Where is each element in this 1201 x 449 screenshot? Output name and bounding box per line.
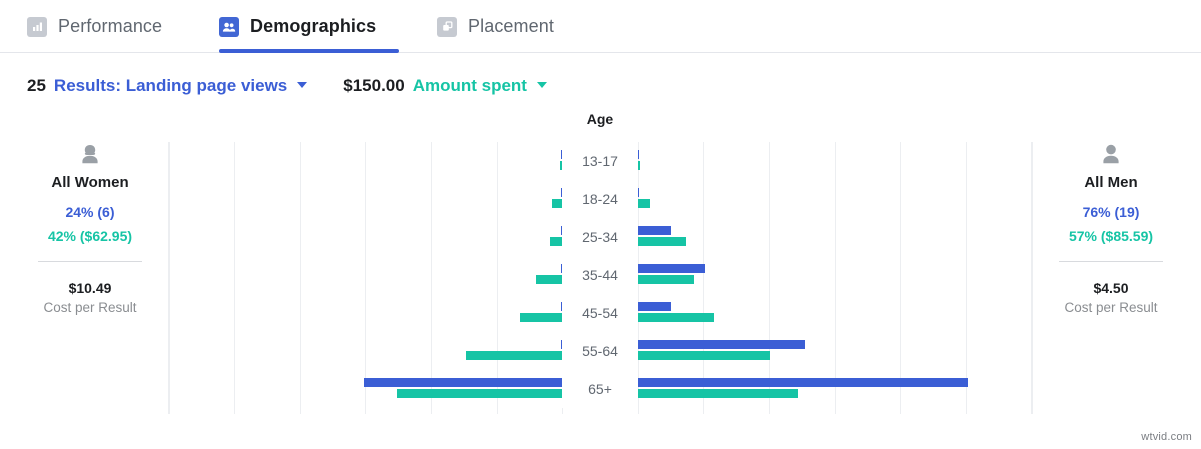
age-group-label: 18-24: [562, 180, 638, 218]
gridline: [234, 142, 235, 414]
summary-panel-men: All Men 76% (19) 57% ($85.59) $4.50 Cost…: [1030, 140, 1192, 315]
age-group-label: 55-64: [562, 332, 638, 370]
chart-row: [0, 256, 1201, 294]
bar[interactable]: [638, 340, 805, 349]
gridline: [703, 142, 704, 414]
chart-axis-title: Age: [586, 111, 614, 127]
tab-demographics[interactable]: Demographics: [219, 0, 399, 53]
results-value: 25: [27, 76, 46, 95]
man-avatar-icon: [1030, 140, 1192, 168]
gridline: [300, 142, 301, 414]
chart-row: [0, 180, 1201, 218]
tab-placement-label: Placement: [468, 16, 554, 36]
bar[interactable]: [397, 389, 562, 398]
gridline: [365, 142, 366, 414]
bar[interactable]: [561, 188, 562, 197]
summary-panel-women: All Women 24% (6) 42% ($62.95) $10.49 Co…: [9, 140, 171, 315]
bar[interactable]: [638, 150, 639, 159]
report-tabbar: Performance Demographics Plac: [0, 0, 1201, 53]
tab-placement[interactable]: Placement: [437, 0, 554, 53]
bar[interactable]: [561, 340, 562, 349]
results-metric-label: Results: Landing page views: [53, 76, 288, 95]
gridline: [966, 142, 967, 414]
bar[interactable]: [520, 313, 562, 322]
bar[interactable]: [638, 264, 705, 273]
gridline: [900, 142, 901, 414]
gridline: [497, 142, 498, 414]
chart-row: [0, 294, 1201, 332]
gridline: [835, 142, 836, 414]
metric-selector-bar: 25 Results: Landing page views $150.00 A…: [0, 66, 547, 106]
age-demographics-chart: Age 13-17 18-24 25-34 35-44 45-54 55-64 65+: [0, 108, 1201, 420]
bar[interactable]: [638, 161, 640, 170]
men-cost-per-result-value: $4.50: [1093, 280, 1129, 296]
gridline: [431, 142, 432, 414]
bar[interactable]: [638, 199, 650, 208]
women-cost-per-result-label: Cost per Result: [43, 300, 137, 315]
age-group-label: 65+: [562, 370, 638, 408]
spend-value: $150.00: [343, 76, 405, 95]
men-spend-share: 57% ($85.59): [1068, 228, 1154, 244]
bar[interactable]: [466, 351, 562, 360]
women-results-share: 24% (6): [65, 204, 115, 220]
metric-selector-results[interactable]: 25 Results: Landing page views: [27, 76, 308, 96]
bar[interactable]: [638, 188, 639, 197]
chart-plot-area: 13-17 18-24 25-34 35-44 45-54 55-64 65+: [0, 142, 1201, 414]
bar[interactable]: [561, 264, 562, 273]
bar[interactable]: [638, 226, 671, 235]
men-results-share: 76% (19): [1082, 204, 1140, 220]
bar-chart-icon: [27, 16, 47, 37]
bar[interactable]: [560, 161, 562, 170]
age-group-label: 25-34: [562, 218, 638, 256]
watermark: wtvid.com: [1141, 431, 1192, 443]
men-title: All Men: [1084, 174, 1138, 191]
bar[interactable]: [638, 389, 798, 398]
age-group-label: 13-17: [562, 142, 638, 180]
tab-demographics-label: Demographics: [250, 16, 377, 36]
gridline: [1032, 142, 1033, 414]
active-tab-indicator: [219, 49, 399, 53]
age-group-label: 45-54: [562, 294, 638, 332]
women-spend-share: 42% ($62.95): [47, 228, 133, 244]
bar[interactable]: [638, 237, 686, 246]
divider: [1059, 261, 1163, 262]
bar[interactable]: [561, 226, 562, 235]
bar[interactable]: [364, 378, 562, 387]
chart-row: [0, 218, 1201, 256]
woman-avatar-icon: [9, 140, 171, 168]
chevron-down-icon[interactable]: [536, 82, 547, 88]
chart-row: [0, 370, 1201, 408]
bar[interactable]: [561, 302, 562, 311]
squares-icon: [437, 16, 457, 37]
spend-metric-label: Amount spent: [412, 76, 527, 95]
tab-performance-label: Performance: [58, 16, 163, 36]
gridline: [769, 142, 770, 414]
bar[interactable]: [536, 275, 562, 284]
bar[interactable]: [638, 275, 694, 284]
metric-selector-spend[interactable]: $150.00 Amount spent: [343, 76, 547, 96]
age-group-label: 35-44: [562, 256, 638, 294]
bar[interactable]: [550, 237, 562, 246]
bar[interactable]: [638, 378, 968, 387]
bar[interactable]: [638, 313, 714, 322]
women-cost-per-result-value: $10.49: [68, 280, 112, 296]
people-icon: [219, 16, 239, 37]
tab-performance[interactable]: Performance: [27, 0, 162, 53]
chevron-down-icon[interactable]: [297, 82, 308, 88]
bar[interactable]: [552, 199, 562, 208]
bar[interactable]: [638, 302, 671, 311]
chart-row: [0, 332, 1201, 370]
chart-row: [0, 142, 1201, 180]
panel-divider-right: [1031, 142, 1032, 414]
divider: [38, 261, 142, 262]
gridline: [169, 142, 170, 414]
men-cost-per-result-label: Cost per Result: [1064, 300, 1158, 315]
panel-divider-left: [168, 142, 169, 414]
bar[interactable]: [638, 351, 770, 360]
women-title: All Women: [51, 174, 129, 191]
bar[interactable]: [561, 150, 562, 159]
